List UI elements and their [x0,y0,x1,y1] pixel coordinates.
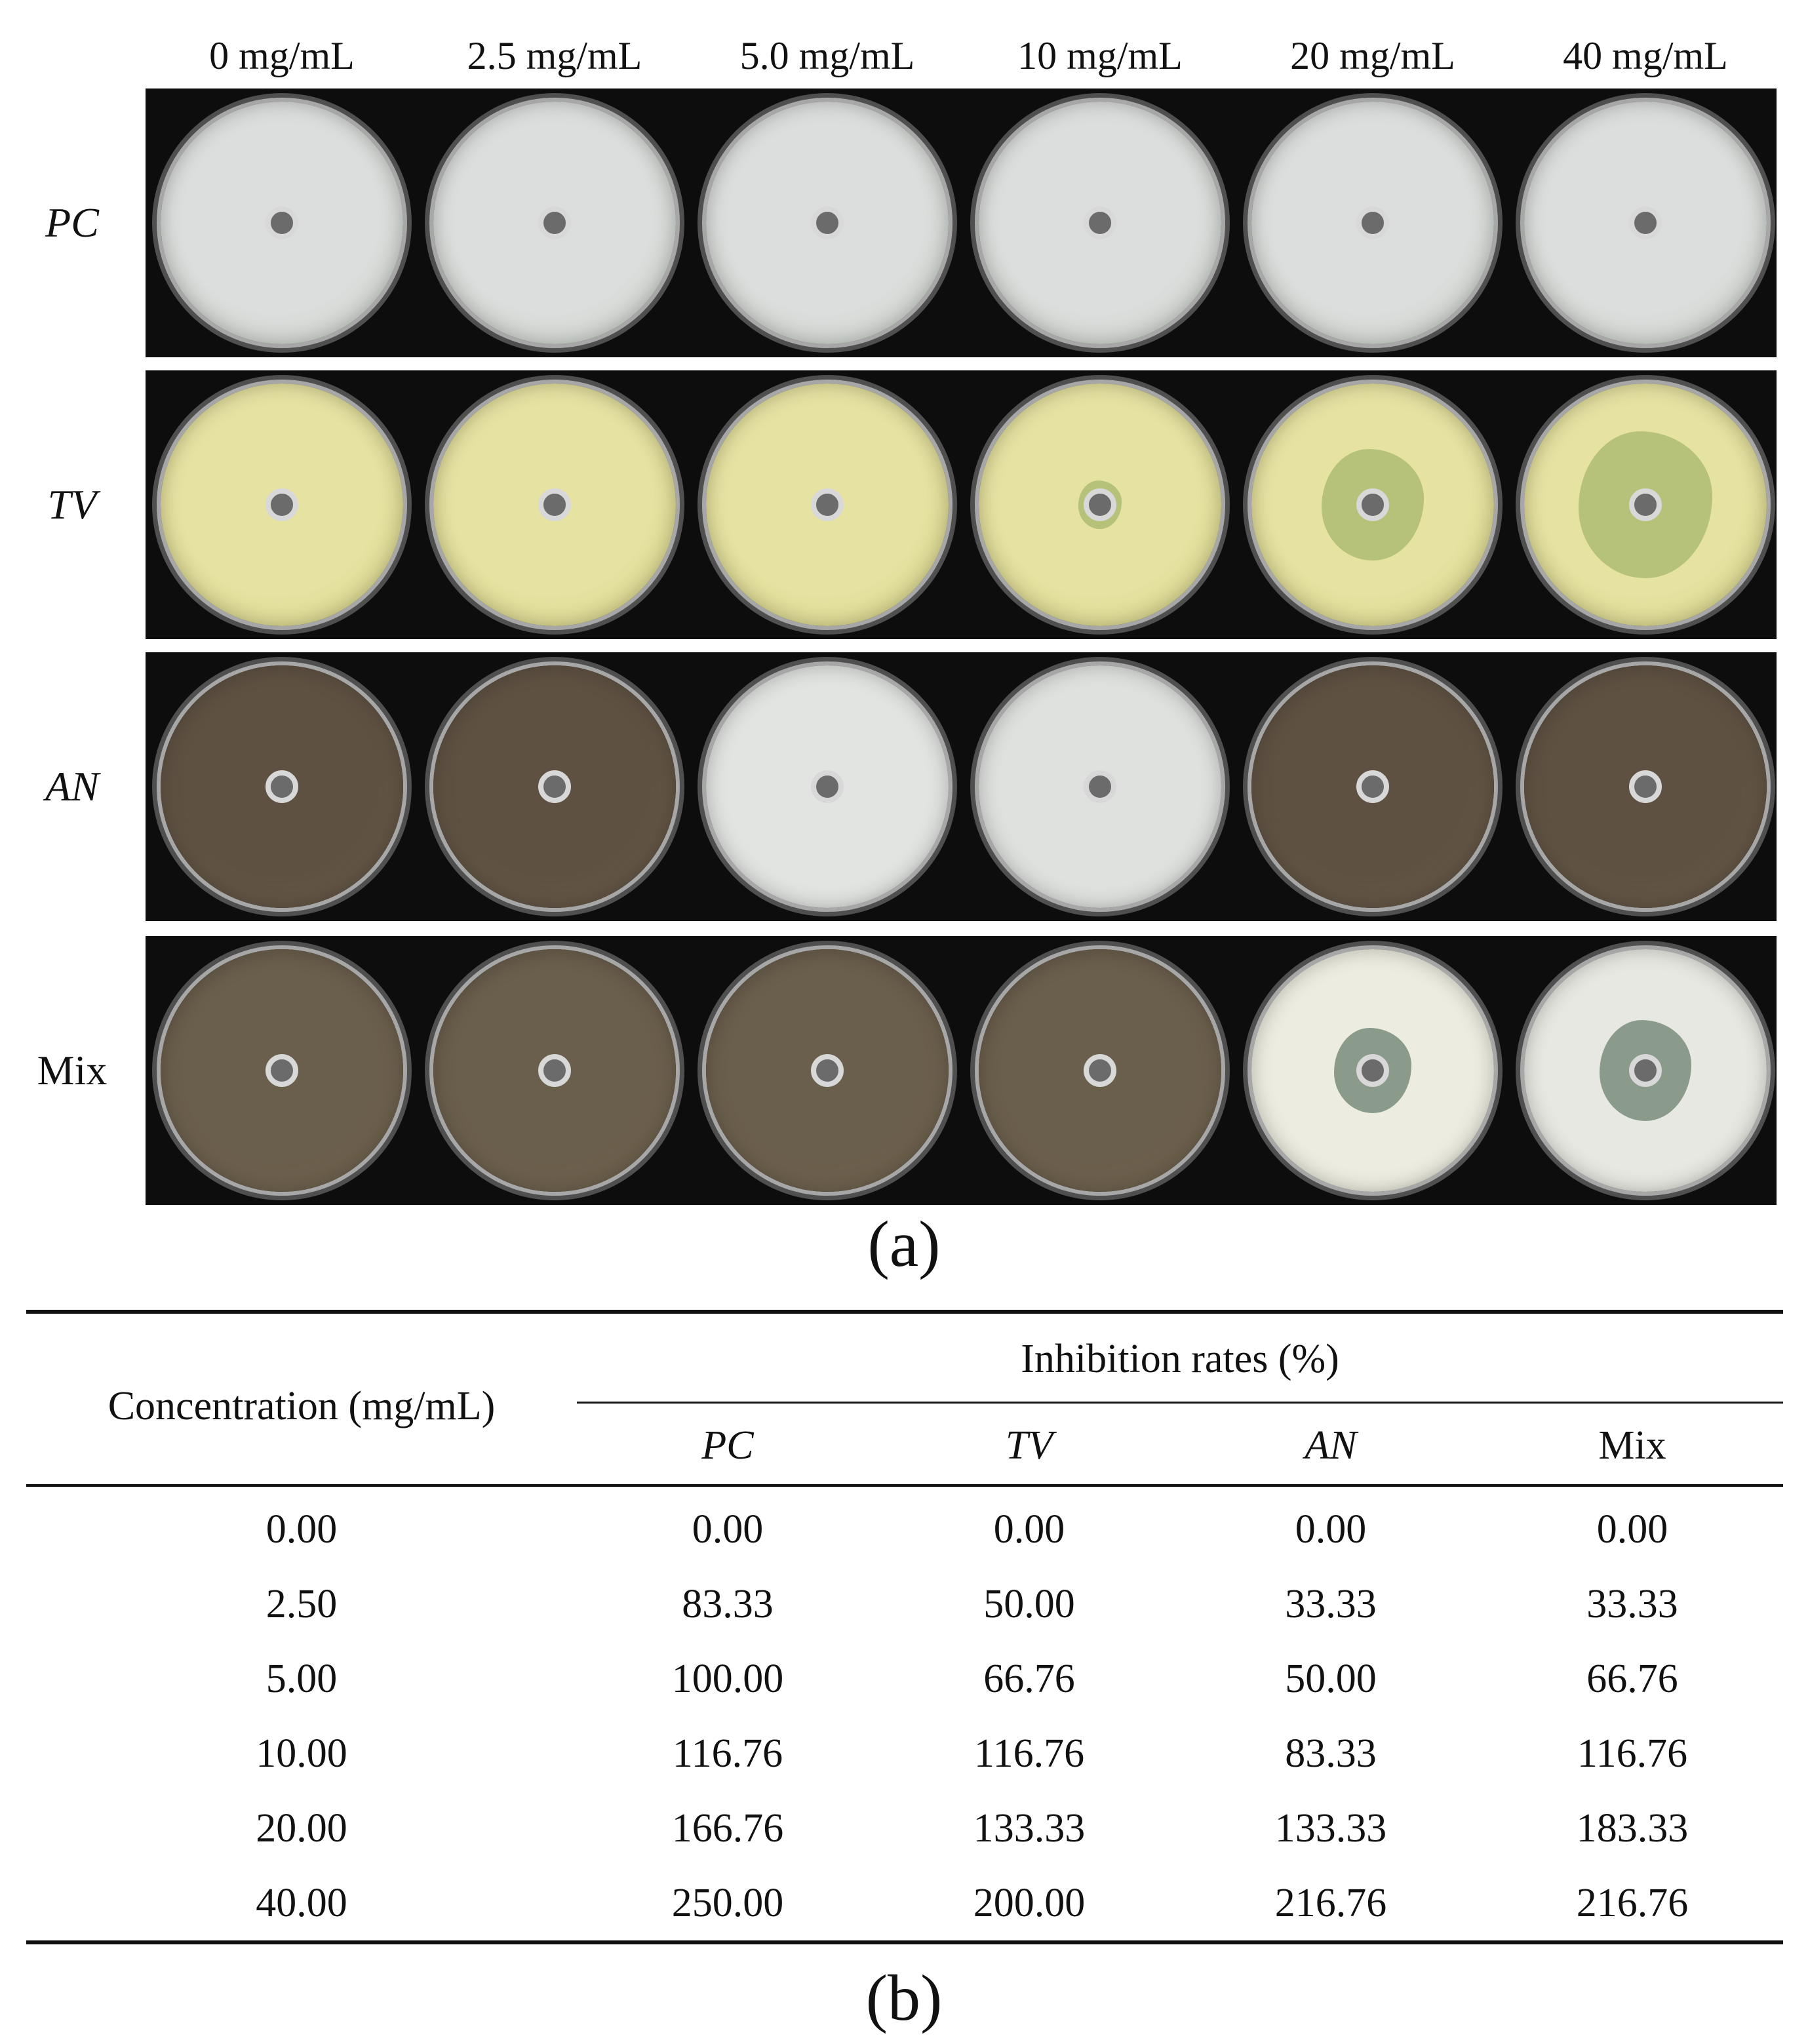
plate-photo-row [146,936,1777,1205]
concentration-header: 0 mg/mL [209,33,355,77]
inhibition-rate-value: 100.00 [671,1656,784,1701]
concentration-value: 20.00 [256,1805,347,1851]
inhibition-rate-value: 0.00 [1295,1506,1367,1552]
inhibition-rate-value: 116.76 [973,1731,1085,1776]
species-column-header: Mix [1598,1423,1666,1468]
plate-photo-row [146,370,1777,639]
row-label: PC [45,199,99,246]
oxford-cup-well [1356,1054,1389,1087]
concentration-value: 40.00 [256,1880,347,1925]
oxford-cup-well [265,488,298,521]
row-label: AN [45,763,99,810]
row-label: TV [47,481,97,528]
oxford-cup-well [811,206,844,239]
concentration-header: 40 mg/mL [1563,33,1728,77]
oxford-cup-well [265,770,298,803]
oxford-cup-well [538,1054,571,1087]
species-column-header: AN [1305,1423,1357,1468]
oxford-cup-well [1356,770,1389,803]
inhibition-rate-value: 133.33 [973,1805,1086,1851]
inhibition-rate-value: 0.00 [692,1506,764,1552]
oxford-cup-well [1084,488,1116,521]
oxford-cup-well [1629,488,1662,521]
inhibition-rate-value: 33.33 [1285,1581,1377,1626]
concentration-value: 0.00 [265,1506,338,1552]
concentration-value: 2.50 [265,1581,338,1626]
inhibition-rate-value: 0.00 [1596,1506,1668,1552]
oxford-cup-well [538,488,571,521]
oxford-cup-well [1629,1054,1662,1087]
oxford-cup-well [1356,206,1389,239]
concentration-value: 10.00 [256,1731,347,1776]
panel-a-caption: (a) [867,1208,941,1280]
table-rule [26,1310,1783,1314]
concentration-header: 2.5 mg/mL [467,33,642,77]
oxford-cup-well [811,488,844,521]
oxford-cup-well [265,1054,298,1087]
panel-b-caption: (b) [865,1961,943,2034]
inhibition-rate-value: 66.76 [983,1656,1075,1701]
inhibition-rate-value: 33.33 [1586,1581,1678,1626]
concentration-header: 10 mg/mL [1017,33,1183,77]
inhibition-rate-value: 166.76 [671,1805,784,1851]
inhibition-rate-value: 50.00 [1285,1656,1377,1701]
oxford-cup-well [538,206,571,239]
oxford-cup-well [811,770,844,803]
species-column-header: TV [1005,1423,1053,1468]
inhibition-rate-value: 83.33 [1285,1731,1377,1776]
oxford-cup-well [1629,770,1662,803]
inhibition-rate-value: 183.33 [1576,1805,1689,1851]
table-rule [26,1484,1783,1487]
oxford-cup-well [811,1054,844,1087]
concentration-header: 5.0 mg/mL [739,33,915,77]
oxford-cup-well [1084,206,1116,239]
oxford-cup-well [1629,206,1662,239]
oxford-cup-well [538,770,571,803]
oxford-cup-well [1356,488,1389,521]
inhibition-rate-value: 216.76 [1576,1880,1689,1925]
plate-photo-row [146,652,1777,921]
row-label: Mix [37,1047,108,1093]
inhibition-rate-value: 250.00 [671,1880,784,1925]
species-column-header: PC [701,1423,754,1468]
oxford-cup-well [1084,1054,1116,1087]
inhibition-rate-value: 116.76 [1577,1731,1688,1776]
inhibition-rate-value: 216.76 [1274,1880,1387,1925]
inhibition-rate-value: 50.00 [983,1581,1075,1626]
concentration-header: 20 mg/mL [1290,33,1455,77]
inhibition-rate-value: 66.76 [1586,1656,1678,1701]
inhibition-rate-value: 116.76 [672,1731,783,1776]
plate-photo-row [146,88,1777,357]
concentration-value: 5.00 [265,1656,338,1701]
oxford-cup-well [1084,770,1116,803]
inhibition-rate-value: 133.33 [1274,1805,1387,1851]
inhibition-rate-value: 83.33 [682,1581,774,1626]
table-rule [577,1402,1783,1404]
table-rule [26,1940,1783,1944]
oxford-cup-well [265,206,298,239]
inhibition-rate-value: 200.00 [973,1880,1086,1925]
concentration-column-header: Concentration (mg/mL) [108,1383,496,1428]
inhibition-rates-header: Inhibition rates (%) [1021,1336,1339,1381]
inhibition-rate-value: 0.00 [993,1506,1065,1552]
